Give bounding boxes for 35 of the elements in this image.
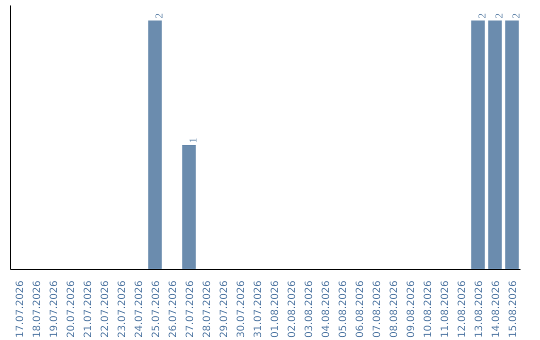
x-tick-label: 22.07.2026 [100, 280, 111, 338]
x-tick-label: 29.07.2026 [219, 280, 230, 338]
x-tick-label: 26.07.2026 [168, 280, 179, 338]
x-tick-label: 15.08.2026 [508, 280, 519, 338]
x-tick-label: 24.07.2026 [134, 280, 145, 338]
x-tick-label: 07.08.2026 [372, 280, 383, 338]
x-tick-label: 14.08.2026 [491, 280, 502, 338]
x-tick-label: 30.07.2026 [236, 280, 247, 338]
x-tick-label: 19.07.2026 [49, 280, 60, 338]
data-label: 1 [188, 138, 200, 143]
x-tick-label: 04.08.2026 [321, 280, 332, 338]
x-tick-label: 31.07.2026 [253, 280, 264, 338]
x-tick-label: 20.07.2026 [66, 280, 77, 338]
x-tick-label: 21.07.2026 [83, 280, 94, 338]
data-label: 2 [494, 13, 506, 18]
data-label: 2 [512, 13, 522, 18]
x-tick-label: 09.08.2026 [406, 280, 417, 338]
x-tick-label: 01.08.2026 [270, 280, 281, 338]
x-tick-label: 02.08.2026 [287, 280, 298, 338]
x-tick-label: 05.08.2026 [338, 280, 349, 338]
x-tick-label: 03.08.2026 [304, 280, 315, 338]
x-tick-label: 08.08.2026 [389, 280, 400, 338]
x-tick-label: 06.08.2026 [355, 280, 366, 338]
x-tick-label: 28.07.2026 [202, 280, 213, 338]
x-tick-label: 25.07.2026 [151, 280, 162, 338]
x-tick-label: 23.07.2026 [117, 280, 128, 338]
x-tick-label: 13.08.2026 [474, 280, 485, 338]
data-label: 2 [154, 13, 166, 18]
x-tick-label: 27.07.2026 [185, 280, 196, 338]
x-tick-label: 10.08.2026 [423, 280, 434, 338]
x-tick-label: 17.07.2026 [15, 280, 26, 338]
x-tick-label: 11.08.2026 [440, 280, 451, 338]
data-label: 2 [478, 13, 488, 18]
x-tick-label: 12.08.2026 [457, 280, 468, 338]
x-tick-label: 18.07.2026 [32, 280, 43, 338]
